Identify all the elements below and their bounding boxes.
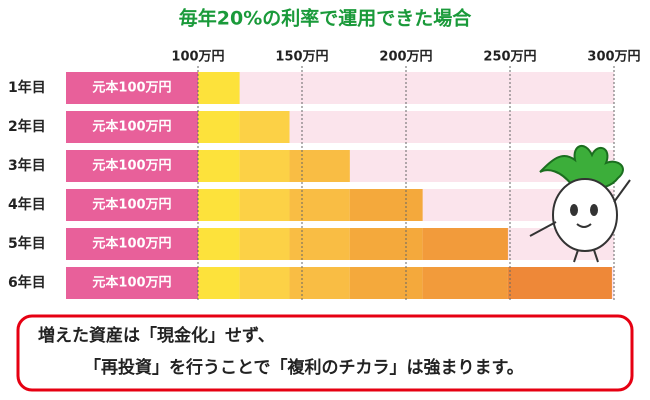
y-tick-label: 6年目 (8, 274, 46, 291)
bar-segment (289, 150, 350, 182)
bar-segment (198, 189, 240, 221)
y-tick-label: 4年目 (8, 196, 46, 213)
note-box (16, 314, 634, 392)
base-box (66, 72, 198, 104)
base-label: 元本100万円 (92, 119, 171, 135)
bar-segment (239, 267, 290, 299)
chart-title: 毎年20%の利率で運用できた場合 (179, 7, 472, 30)
bar-segment (349, 267, 423, 299)
y-tick-label: 2年目 (8, 118, 46, 135)
bar-segment (239, 150, 290, 182)
base-box (66, 150, 198, 182)
y-tick-label: 3年目 (8, 157, 46, 174)
base-label: 元本100万円 (92, 275, 171, 291)
bar-segment (198, 111, 240, 143)
bar-segment (198, 228, 240, 260)
x-tick-label: 200万円 (379, 50, 432, 65)
base-box (66, 111, 198, 143)
y-tick-label: 5年目 (8, 235, 46, 252)
bar-segment (349, 228, 423, 260)
bar-segment (422, 267, 508, 299)
base-label: 元本100万円 (92, 158, 171, 174)
bar-segment (198, 267, 240, 299)
bar-segment (198, 150, 240, 182)
bar-segment (239, 111, 290, 143)
bar-segment (507, 267, 612, 299)
note-line: 「再投資」を行うことで「複利のチカラ」は強まります。 (84, 357, 524, 378)
x-tick-label: 250万円 (483, 50, 536, 65)
bar-segment (349, 189, 423, 221)
note-line: 増えた資産は「現金化」せず、 (38, 325, 275, 346)
base-box (66, 189, 198, 221)
mascot (529, 145, 631, 263)
base-label: 元本100万円 (92, 197, 171, 213)
bar-segment (239, 228, 290, 260)
bar-segment (289, 228, 350, 260)
bar-segment (422, 228, 508, 260)
base-box (66, 267, 198, 299)
bar-segment (198, 72, 240, 104)
y-tick-label: 1年目 (8, 79, 46, 96)
base-label: 元本100万円 (92, 236, 171, 252)
base-label: 元本100万円 (92, 80, 171, 96)
base-box (66, 228, 198, 260)
bar-segment (289, 267, 350, 299)
x-tick-label: 300万円 (587, 50, 640, 65)
bar-segment (239, 189, 290, 221)
bar-segment (289, 189, 350, 221)
x-tick-label: 100万円 (171, 50, 224, 65)
x-tick-label: 150万円 (275, 50, 328, 65)
